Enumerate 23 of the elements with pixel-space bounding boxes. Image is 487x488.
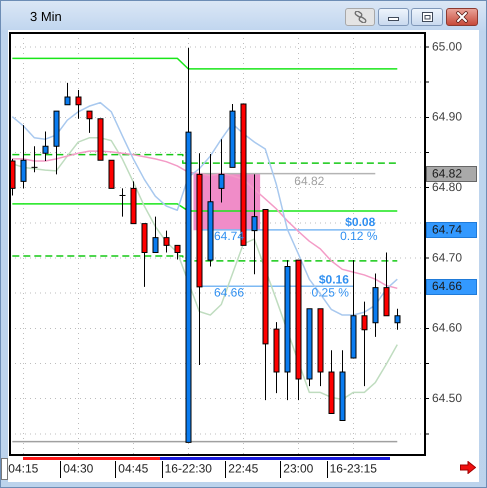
x-tick-label: 16-23:15 bbox=[330, 462, 378, 476]
text: 64.82 bbox=[432, 166, 462, 180]
annotation: $0.16 bbox=[318, 272, 350, 287]
chart-title: 3 Min bbox=[30, 9, 62, 24]
annotation: 0.25 % bbox=[312, 286, 350, 300]
y-tick-label: 64.80 bbox=[432, 180, 462, 194]
text: 64.74 bbox=[432, 222, 462, 237]
annotation: 0.12 % bbox=[340, 229, 378, 244]
y-tick-label: 64.50 bbox=[432, 391, 462, 406]
y-tick-label: 64.90 bbox=[432, 110, 462, 124]
x-tick-label: 04:30 bbox=[63, 462, 94, 476]
y-tick-label: 65.00 bbox=[432, 39, 462, 54]
x-tick-label: 23:00 bbox=[283, 462, 314, 476]
x-tick-label: 04:15 bbox=[8, 462, 39, 476]
text: 64.66 bbox=[432, 279, 462, 294]
x-tick-label: 04:45 bbox=[118, 462, 149, 476]
y-tick-label: 64.70 bbox=[432, 250, 462, 264]
x-tick-label: 16-22:30 bbox=[164, 462, 212, 476]
annotation: 64.66 bbox=[214, 286, 244, 300]
x-tick-label: 22:45 bbox=[228, 462, 259, 476]
annotation: $0.08 bbox=[345, 215, 376, 230]
y-tick-label: 64.60 bbox=[432, 320, 462, 335]
annotation: 64.82 bbox=[294, 174, 325, 188]
